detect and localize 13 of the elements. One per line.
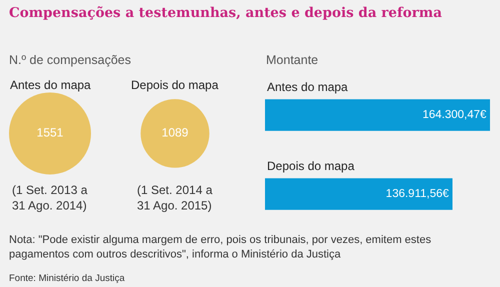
text: (1 Set. 2014 a 31 Ago. 2015) xyxy=(137,183,212,213)
text: N.º de compensações xyxy=(9,53,131,67)
data-label: 164.300,47€ xyxy=(422,109,487,122)
category-label: Depois do mapa xyxy=(131,78,219,92)
text: Nota: "Pode existir alguma margem de erro, pois os tribunais, por vezes, emitem estes pagamentos com outros descritivos", informa o Ministério da Justiça xyxy=(9,234,432,260)
category-label: Antes do mapa xyxy=(10,78,92,92)
source-note: Fonte: Ministério da Justiça xyxy=(9,273,126,284)
chart-subtitle: Montante xyxy=(266,53,318,67)
data-label: 1551 xyxy=(36,125,64,140)
text: Compensações a testemunhas, antes e depois da reforma xyxy=(9,5,442,21)
data-label: 1089 xyxy=(162,125,189,140)
text: (1 Set. 2013 a 31 Ago. 2014) xyxy=(12,183,88,213)
data-label: 136.911,56€ xyxy=(386,188,450,200)
